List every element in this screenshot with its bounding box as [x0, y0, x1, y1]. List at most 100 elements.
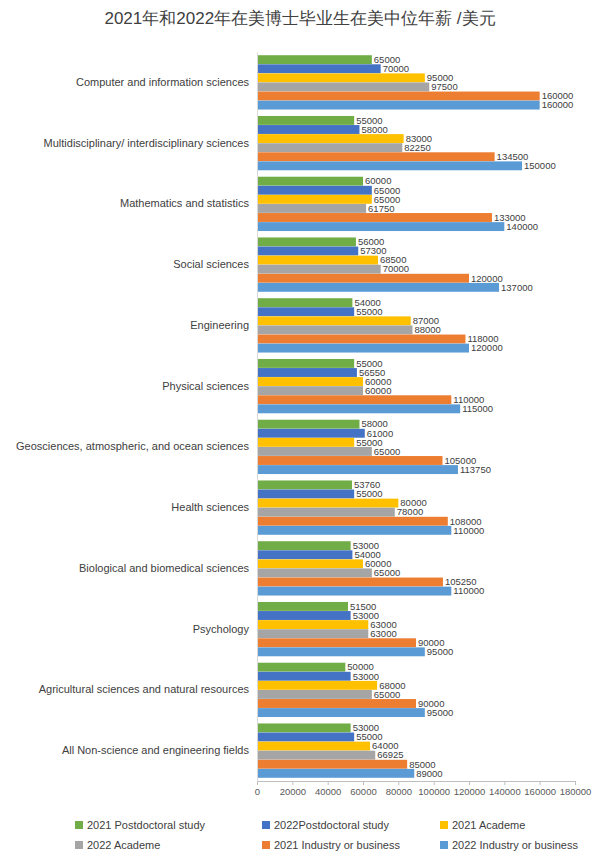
- x-tick-label: 0: [255, 786, 260, 797]
- x-axis-line: [258, 782, 576, 786]
- legend-label: 2022Postdoctoral study: [274, 819, 389, 831]
- bar: [257, 550, 352, 559]
- data-label: 110000: [453, 585, 484, 596]
- x-tick: 120000: [454, 781, 486, 797]
- y-axis: Computer and information sciences Multidi…: [16, 53, 257, 782]
- legend-item: 2021 Postdoctoral study: [75, 819, 206, 831]
- bar: [257, 335, 465, 344]
- legend-swatch: [440, 821, 448, 829]
- bar: [257, 420, 359, 429]
- y-tick: Social sciences: [173, 258, 257, 270]
- bar: [257, 568, 372, 577]
- bar: [257, 456, 443, 465]
- bar: [257, 237, 356, 246]
- y-tick-label: Engineering: [190, 319, 249, 331]
- bar: [257, 708, 425, 717]
- legend-item: 2021 Industry or business: [262, 839, 400, 851]
- legend-swatch: [262, 821, 270, 829]
- data-label: 120000: [471, 273, 503, 284]
- data-label: 61750: [368, 203, 394, 214]
- bar: [257, 587, 451, 596]
- bar: [257, 611, 351, 620]
- bar: [257, 386, 363, 395]
- data-label: 95000: [427, 646, 453, 657]
- bar: [257, 690, 372, 699]
- bar: [257, 742, 370, 751]
- bar: [257, 256, 378, 265]
- x-tick: 60000: [350, 781, 376, 797]
- y-tick-label: Biological and biomedical sciences: [79, 562, 249, 574]
- y-tick-label: Computer and information sciences: [76, 76, 250, 88]
- data-label: 63000: [370, 628, 396, 639]
- bar: [257, 526, 451, 535]
- x-tick: 20000: [280, 781, 306, 797]
- data-label: 97500: [431, 81, 457, 92]
- x-tick-mark: [257, 781, 258, 785]
- legend-item: 2021 Academe: [440, 819, 525, 831]
- y-tick: Mathematics and statistics: [120, 197, 257, 209]
- y-tick: Health sciences: [171, 501, 257, 513]
- bar: [257, 559, 363, 568]
- bar: [257, 344, 469, 353]
- bar: [257, 64, 381, 73]
- x-tick-mark: [292, 781, 293, 785]
- data-labels: 6500055000600005600054000550005800053760…: [347, 54, 573, 779]
- y-axis-line: [257, 53, 258, 782]
- x-tick-label: 140000: [489, 786, 521, 797]
- bar: [257, 490, 354, 499]
- data-label: 53000: [353, 671, 379, 682]
- x-tick: 40000: [315, 781, 341, 797]
- y-tick-label: Geosciences, atmospheric, and ocean scie…: [16, 440, 249, 452]
- bar: [257, 517, 448, 526]
- bar: [257, 359, 354, 368]
- data-label: 115000: [462, 403, 493, 414]
- data-label: 140000: [506, 221, 538, 232]
- bar: [257, 447, 372, 456]
- y-tick-label: Multidisciplinary/ interdisciplinary sci…: [44, 137, 250, 149]
- bar: [257, 508, 395, 517]
- x-tick-label: 60000: [350, 786, 376, 797]
- data-label: 120000: [471, 342, 503, 353]
- bar: [257, 368, 357, 377]
- chart: 2021年和2022年在美博士毕业生在美中位年薪 /美元650005500060…: [0, 0, 600, 863]
- data-label: 150000: [524, 160, 556, 171]
- y-tick: Geosciences, atmospheric, and ocean scie…: [16, 440, 257, 452]
- bar: [257, 723, 351, 732]
- bar: [257, 465, 458, 474]
- bar: [257, 429, 365, 438]
- x-tick-label: 160000: [524, 786, 556, 797]
- y-tick: Multidisciplinary/ interdisciplinary sci…: [44, 137, 257, 149]
- data-label: 89000: [416, 768, 442, 779]
- bar: [257, 247, 358, 256]
- bar: [257, 395, 451, 404]
- data-label: 55000: [356, 306, 382, 317]
- bar: [257, 101, 540, 110]
- x-tick-label: 40000: [315, 786, 341, 797]
- bar: [257, 647, 425, 656]
- bar: [257, 161, 522, 170]
- bar: [257, 283, 499, 292]
- bar: [257, 404, 460, 413]
- legend-item: 2022 Academe: [75, 839, 160, 851]
- y-tick-label: Psychology: [193, 623, 250, 635]
- legend-label: 2022 Academe: [87, 839, 160, 851]
- bar: [257, 298, 352, 307]
- data-label: 70000: [383, 63, 409, 74]
- bar: [257, 316, 411, 325]
- bar: [257, 672, 351, 681]
- y-tick: Computer and information sciences: [76, 76, 257, 88]
- legend-label: 2021 Academe: [452, 819, 525, 831]
- legend-label: 2021 Industry or business: [274, 839, 400, 851]
- y-tick-label: Social sciences: [173, 258, 249, 270]
- legend-swatch: [75, 821, 83, 829]
- bar: [257, 152, 495, 161]
- bars: [257, 55, 540, 778]
- y-tick: Engineering: [190, 319, 257, 331]
- x-tick: 0: [255, 781, 260, 797]
- data-label: 88000: [414, 324, 440, 335]
- data-label: 55000: [356, 488, 382, 499]
- bar: [257, 73, 425, 82]
- bar: [257, 325, 412, 334]
- x-tick: 100000: [418, 781, 450, 797]
- legend-item: 2022Postdoctoral study: [262, 819, 389, 831]
